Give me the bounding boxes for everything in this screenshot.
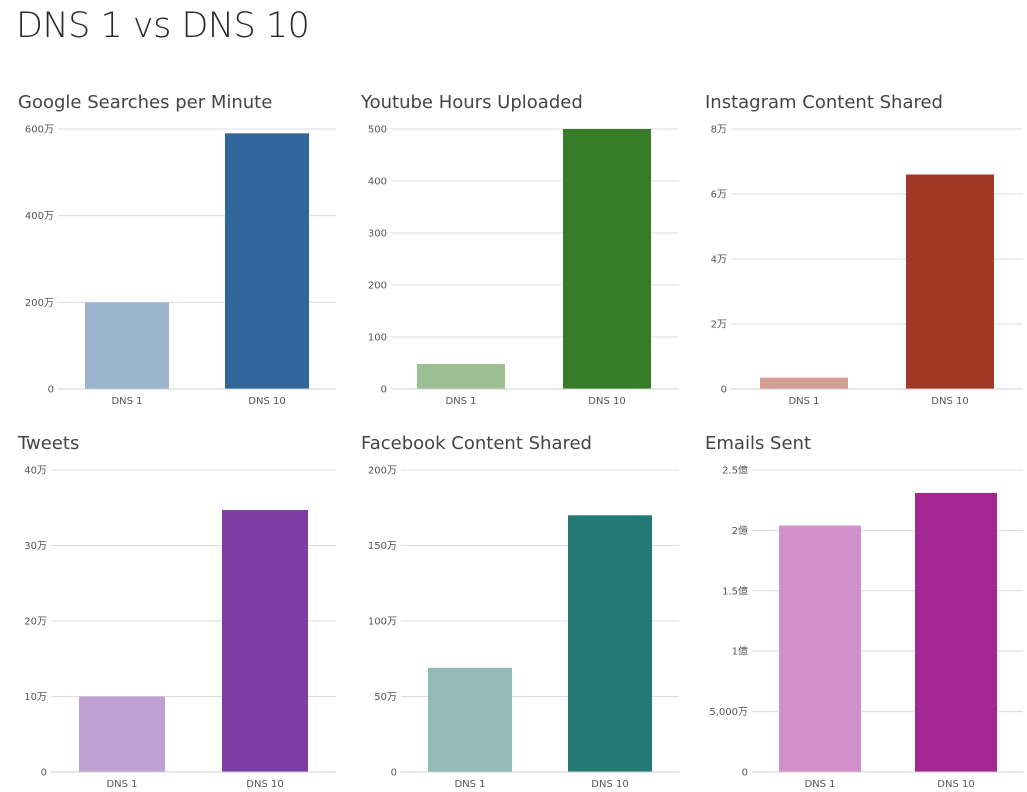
x-tick-label: DNS 10	[937, 779, 974, 790]
bar-dns-10	[568, 515, 652, 772]
x-tick-label: DNS 10	[591, 779, 628, 790]
bar-dns-1	[79, 696, 165, 772]
bar-dns-1	[85, 302, 169, 389]
y-tick-label: 600万	[25, 125, 54, 136]
y-tick-label: 2.5億	[722, 464, 748, 477]
chart-plot: 0 10万 20万 30万 40万 DNS 1 DNS 10	[24, 466, 336, 790]
y-tick-label: 4万	[711, 255, 727, 266]
x-tick-label: DNS 1	[454, 779, 485, 790]
x-tick-label: DNS 1	[788, 396, 819, 407]
chart-tweets: Tweets 0 10万 20万 30万 40万 DNS 1 DNS 10	[18, 433, 338, 790]
y-tick-label: 30万	[24, 541, 47, 552]
chart-plot: 0 5,000万 1億 1.5億 2億 2.5億 DNS 1 DNS 10	[709, 464, 1023, 790]
y-tick-label: 40万	[24, 466, 47, 477]
x-tick-label: DNS 10	[931, 396, 968, 407]
y-tick-label: 200万	[25, 298, 54, 309]
y-tick-label: 0	[48, 385, 54, 396]
chart-title: Facebook Content Shared	[361, 433, 592, 454]
chart-facebook-content: Facebook Content Shared 0 50万 100万 150万 200万…	[361, 433, 681, 790]
chart-title: Tweets	[18, 433, 80, 454]
y-tick-label: 20万	[24, 617, 47, 628]
bar-dns-10	[225, 133, 309, 389]
bar-dns-10	[563, 129, 651, 389]
y-tick-label: 0	[742, 768, 748, 779]
chart-title: Youtube Hours Uploaded	[361, 92, 583, 113]
chart-title: Instagram Content Shared	[705, 92, 943, 113]
y-tick-label: 2万	[711, 320, 727, 331]
y-tick-label: 400万	[25, 211, 54, 222]
chart-plot: 0 200万 400万 600万 DNS 1 DNS 10	[25, 125, 336, 407]
bar-dns-10	[915, 492, 997, 772]
bar-dns-1	[428, 667, 512, 772]
y-tick-label: 8万	[711, 125, 727, 136]
y-tick-label: 5,000万	[709, 707, 748, 718]
y-tick-label: 1.5億	[722, 584, 748, 597]
chart-plot: 0 2万 4万 6万 8万 DNS 1 DNS 10	[711, 125, 1023, 407]
y-tick-label: 0	[391, 768, 397, 779]
chart-plot: 0 50万 100万 150万 200万 DNS 1 DNS 10	[368, 466, 679, 790]
x-tick-label: DNS 10	[246, 779, 283, 790]
x-tick-label: DNS 1	[106, 779, 137, 790]
x-tick-label: DNS 10	[248, 396, 285, 407]
chart-google-searches: Google Searches per Minute 0 200万 400万 600万…	[18, 92, 338, 412]
bar-dns-1	[779, 525, 861, 772]
y-tick-label: 150万	[368, 541, 397, 552]
chart-instagram-content: Instagram Content Shared 0 2万 4万 6万 8万 DNS 1 D…	[705, 92, 1025, 412]
y-tick-label: 10万	[24, 692, 47, 703]
y-tick-label: 400	[368, 177, 387, 188]
bar-dns-1	[417, 364, 505, 389]
bar-dns-1	[760, 377, 848, 389]
y-tick-label: 200	[368, 281, 387, 292]
y-tick-label: 50万	[374, 692, 397, 703]
chart-title: Emails Sent	[705, 433, 812, 454]
y-tick-label: 6万	[711, 190, 727, 201]
y-tick-label: 100万	[368, 617, 397, 628]
y-tick-label: 0	[381, 385, 387, 396]
x-tick-label: DNS 1	[445, 396, 476, 407]
y-tick-label: 500	[368, 125, 387, 136]
page-title: DNS 1 vs DNS 10	[16, 6, 310, 46]
bar-dns-10	[906, 174, 994, 389]
y-tick-label: 0	[41, 768, 47, 779]
x-tick-label: DNS 1	[804, 779, 835, 790]
y-tick-label: 2億	[732, 524, 748, 537]
chart-youtube-hours: Youtube Hours Uploaded 0 100 200 300 400 500 D…	[361, 92, 681, 412]
x-tick-label: DNS 10	[588, 396, 625, 407]
chart-title: Google Searches per Minute	[18, 92, 273, 113]
chart-plot: 0 100 200 300 400 500 DNS 1 DNS 10	[368, 125, 679, 407]
bar-dns-10	[222, 510, 308, 772]
y-tick-label: 200万	[368, 466, 397, 477]
y-tick-label: 300	[368, 229, 387, 240]
x-tick-label: DNS 1	[111, 396, 142, 407]
y-tick-label: 0	[721, 385, 727, 396]
y-tick-label: 1億	[732, 645, 748, 658]
chart-emails-sent: Emails Sent 0 5,000万 1億 1.5億 2億 2.5億 DNS 1 DNS …	[705, 433, 1025, 790]
y-tick-label: 100	[368, 333, 387, 344]
